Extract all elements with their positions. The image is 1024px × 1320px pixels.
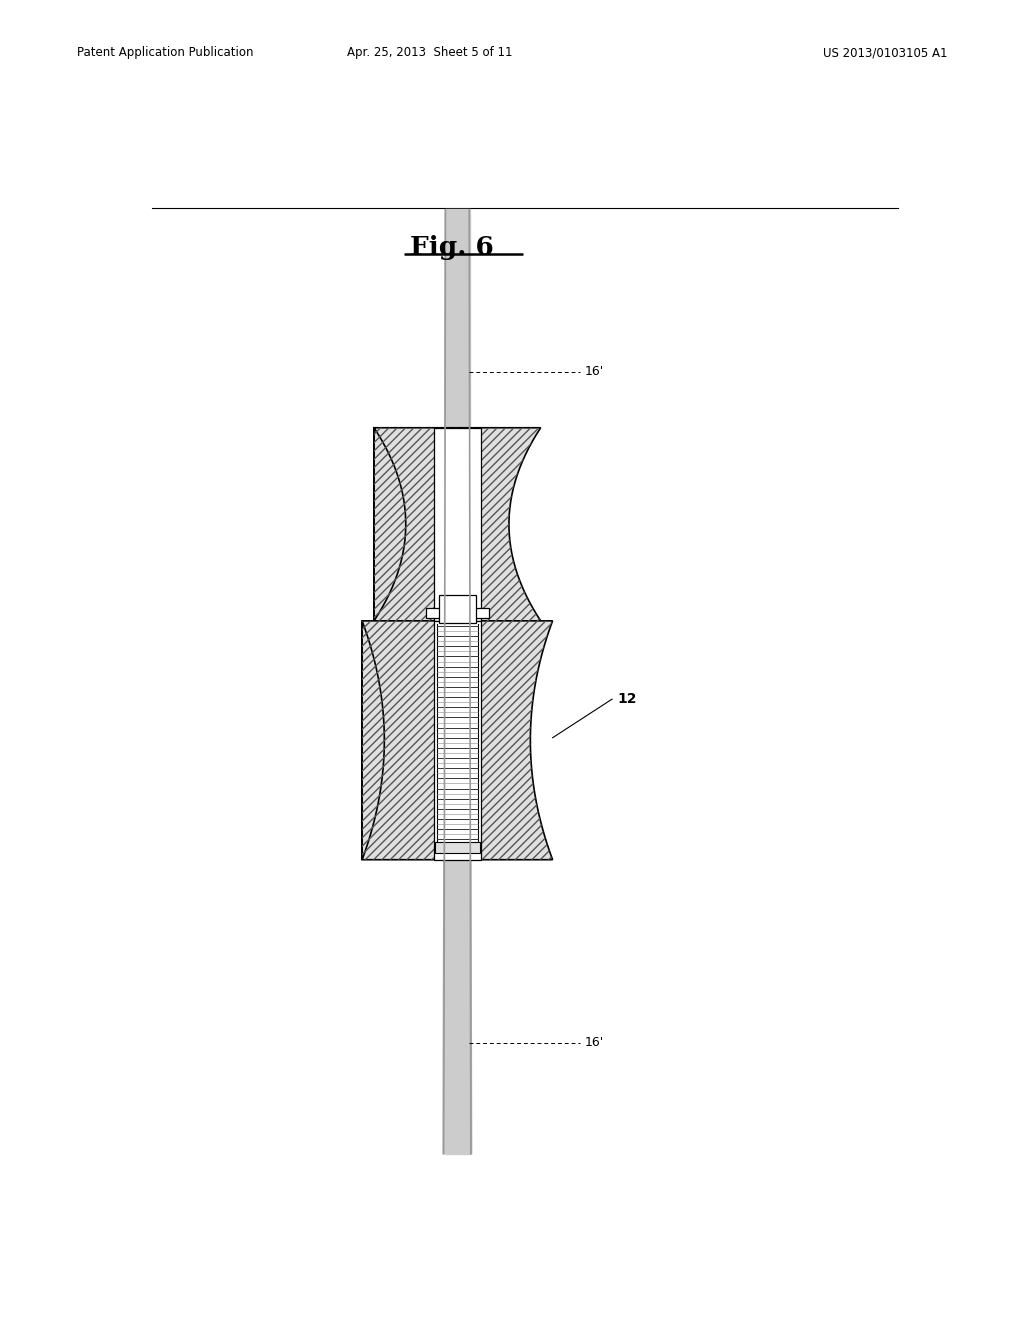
Text: Fig. 6: Fig. 6 bbox=[410, 235, 494, 260]
Polygon shape bbox=[374, 428, 541, 620]
Text: Apr. 25, 2013  Sheet 5 of 11: Apr. 25, 2013 Sheet 5 of 11 bbox=[347, 46, 513, 59]
Polygon shape bbox=[362, 620, 553, 859]
Bar bbox=[435, 842, 479, 853]
Bar bbox=[433, 428, 481, 620]
Text: US 2013/0103105 A1: US 2013/0103105 A1 bbox=[822, 46, 947, 59]
Bar bbox=[433, 620, 481, 859]
Text: Patent Application Publication: Patent Application Publication bbox=[77, 46, 253, 59]
Text: 16': 16' bbox=[585, 1036, 603, 1049]
Text: 16': 16' bbox=[585, 366, 603, 379]
Bar bbox=[426, 607, 489, 618]
Text: 12: 12 bbox=[617, 692, 637, 706]
Bar bbox=[439, 595, 475, 623]
